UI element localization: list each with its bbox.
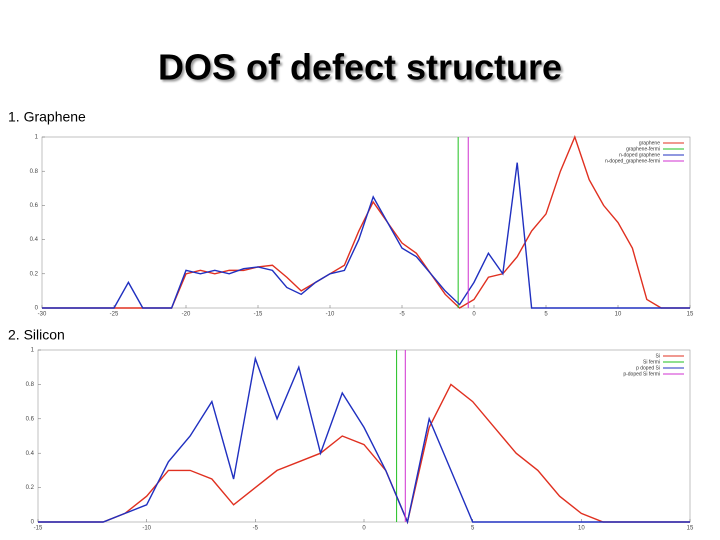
y-tick-label: 0.6 (30, 203, 39, 209)
section-label: 1. Graphene (8, 109, 86, 125)
x-tick-label: -5 (399, 312, 405, 318)
y-tick-label: 1 (35, 135, 39, 141)
x-tick-label: -30 (38, 312, 47, 318)
x-tick-label: 0 (472, 312, 476, 318)
y-tick-label: 0.2 (30, 271, 39, 277)
x-tick-label: -5 (253, 526, 259, 532)
dos-line (42, 162, 690, 309)
slide-title: DOS of defect structure (158, 47, 562, 88)
y-tick-label: 0.4 (30, 237, 39, 243)
dos-line (42, 135, 690, 309)
y-tick-label: 0.4 (26, 451, 35, 457)
y-tick-label: 0 (35, 306, 39, 312)
x-tick-label: -15 (34, 526, 43, 532)
x-tick-label: -20 (182, 312, 191, 318)
x-tick-label: -25 (110, 312, 119, 318)
y-tick-label: 0.6 (26, 416, 35, 422)
y-tick-label: 0 (31, 520, 35, 526)
dos-line (38, 383, 690, 525)
x-tick-label: 15 (687, 526, 694, 532)
x-tick-label: 10 (615, 312, 622, 318)
x-tick-label: 0 (362, 526, 366, 532)
plot-frame (41, 136, 691, 309)
x-tick-label: 5 (544, 312, 548, 318)
legend-label: graphene (639, 140, 660, 146)
x-tick-label: 10 (578, 526, 585, 532)
legend-label: Si fermi (643, 359, 660, 365)
y-tick-label: 1 (31, 348, 35, 354)
plot-frame (37, 349, 691, 523)
x-tick-label: 15 (687, 312, 694, 318)
legend-label: graphene-fermi (626, 146, 660, 152)
dos-line (38, 355, 690, 525)
section-label: 2. Silicon (8, 327, 65, 343)
legend-label: Si (656, 353, 660, 359)
legend-label: p doped Si (636, 365, 660, 371)
y-tick-label: 0.8 (26, 382, 35, 388)
y-tick-label: 0.8 (30, 169, 39, 175)
x-tick-label: -10 (326, 312, 335, 318)
x-tick-label: -15 (254, 312, 263, 318)
legend-label: n-doped_graphene-fermi (605, 158, 660, 164)
x-tick-label: 5 (471, 526, 475, 532)
legend-label: p-doped Si fermi (623, 371, 660, 377)
x-tick-label: -10 (142, 526, 151, 532)
legend-label: n-doped graphene (619, 152, 660, 158)
y-tick-label: 0.2 (26, 485, 35, 491)
